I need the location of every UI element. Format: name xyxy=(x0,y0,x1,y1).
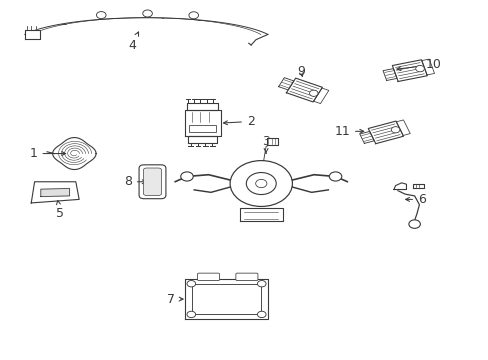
Circle shape xyxy=(246,172,276,194)
Text: 5: 5 xyxy=(56,201,64,220)
Polygon shape xyxy=(184,111,220,136)
Circle shape xyxy=(257,311,265,318)
Polygon shape xyxy=(359,131,373,143)
Polygon shape xyxy=(239,208,282,221)
Polygon shape xyxy=(53,138,96,170)
FancyBboxPatch shape xyxy=(143,168,161,195)
Polygon shape xyxy=(313,88,328,104)
Polygon shape xyxy=(188,136,216,143)
Circle shape xyxy=(186,311,195,318)
Circle shape xyxy=(96,12,106,19)
Circle shape xyxy=(257,280,265,287)
FancyBboxPatch shape xyxy=(139,165,165,199)
Text: 10: 10 xyxy=(396,58,441,71)
Polygon shape xyxy=(31,182,79,203)
Text: 3: 3 xyxy=(262,135,269,153)
Circle shape xyxy=(230,161,292,207)
Polygon shape xyxy=(186,103,218,111)
Bar xyxy=(191,284,261,314)
Polygon shape xyxy=(266,138,278,145)
Circle shape xyxy=(309,90,317,96)
Polygon shape xyxy=(382,69,396,81)
Circle shape xyxy=(255,179,266,188)
Text: 4: 4 xyxy=(128,32,138,51)
FancyBboxPatch shape xyxy=(235,273,257,280)
Circle shape xyxy=(186,280,195,287)
FancyBboxPatch shape xyxy=(197,273,219,280)
Text: 2: 2 xyxy=(223,115,254,128)
Polygon shape xyxy=(421,59,434,75)
Text: 11: 11 xyxy=(333,125,363,138)
Circle shape xyxy=(181,172,193,181)
Polygon shape xyxy=(278,78,293,90)
Circle shape xyxy=(188,12,198,19)
Polygon shape xyxy=(393,183,406,189)
Text: 9: 9 xyxy=(297,65,305,78)
Circle shape xyxy=(415,66,424,72)
Bar xyxy=(189,125,215,132)
Text: 6: 6 xyxy=(405,193,425,206)
Polygon shape xyxy=(184,279,268,319)
Polygon shape xyxy=(391,60,427,81)
Text: 1: 1 xyxy=(30,147,65,160)
Circle shape xyxy=(408,220,420,228)
Polygon shape xyxy=(367,121,403,144)
Polygon shape xyxy=(412,184,424,188)
Polygon shape xyxy=(24,30,40,39)
Polygon shape xyxy=(286,78,322,102)
Circle shape xyxy=(142,10,152,17)
Text: 7: 7 xyxy=(167,293,183,306)
Circle shape xyxy=(390,127,399,133)
Polygon shape xyxy=(396,120,409,135)
Polygon shape xyxy=(24,18,267,35)
Text: 8: 8 xyxy=(123,175,146,188)
Circle shape xyxy=(328,172,341,181)
Polygon shape xyxy=(41,189,69,197)
